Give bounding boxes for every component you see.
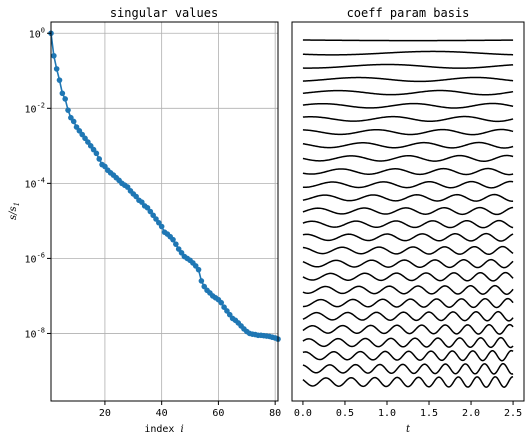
left-data-point [51,52,57,59]
left-grid [51,22,278,401]
left-ytick-label: 100 [29,26,45,40]
left-data-point [198,278,205,284]
basis-curve [302,258,514,269]
left-yticks: 100 10-2 10-4 10-6 10-8 [25,26,51,340]
basis-curve [302,102,514,109]
basis-curve [302,50,514,56]
left-data-point [173,241,179,247]
left-data-point [70,118,77,125]
left-plot-frame [50,21,279,402]
left-xticks: 20 40 60 80 [99,401,281,419]
left-series-line [50,33,279,340]
basis-curve [302,154,514,162]
left-xtick-label: 80 [269,408,281,419]
basis-curve [302,219,514,229]
basis-curve [302,206,514,216]
basis-curve [302,193,514,202]
left-ylabel: s/s1 [8,202,21,220]
left-ytick-label: 10-2 [25,101,45,115]
left-data-point [195,266,202,273]
basis-curve [302,167,514,176]
left-xtick-label: 20 [99,408,111,419]
left-chart-title: singular values [110,6,218,20]
right-chart-title: coeff param basis [347,6,470,20]
right-plot-frame [291,21,525,402]
basis-curve [302,89,514,96]
right-curves [302,39,514,388]
basis-curve [302,115,514,123]
basis-curve [302,232,514,242]
basis-curve [302,284,514,296]
basis-curve [302,76,514,83]
left-xtick-label: 40 [156,408,168,419]
basis-curve [302,271,514,282]
left-data-point [96,156,103,162]
left-data-point [53,66,60,72]
left-data-point [93,150,100,157]
right-xtick-label: 1.5 [420,408,438,419]
basis-curve [302,128,514,136]
right-xlabel: t [406,424,411,435]
basis-curve [302,39,514,42]
left-xlabel: index i [144,424,183,435]
basis-curve [302,63,514,69]
left-data-point [158,223,165,230]
left-data-point [218,299,225,306]
left-data-point [170,236,176,243]
basis-curve [302,141,514,149]
left-ytick-label: 10-8 [25,326,45,340]
basis-curve [302,362,514,375]
left-data-point [65,107,71,113]
basis-curve [302,349,514,362]
basis-curve [302,376,514,388]
right-panel: coeff param basis 0.0 0.5 1.0 1.5 2.0 2.5 t [291,6,525,435]
left-data-point [62,96,68,102]
right-xtick-label: 2.0 [462,408,480,419]
left-data-point [59,90,66,97]
right-xtick-label: 0.5 [336,408,354,419]
right-xtick-label: 2.5 [504,408,522,419]
left-panel: singular values 20 40 60 80 100 10-2 10-4 10-6… [8,6,281,435]
basis-curve [302,310,514,322]
basis-curve [302,323,514,335]
left-series [48,30,281,342]
right-xticks: 0.0 0.5 1.0 1.5 2.0 2.5 [294,401,522,419]
left-xtick-label: 60 [212,408,224,419]
basis-curve [302,180,514,189]
basis-curve [302,297,514,309]
basis-curve [302,245,514,256]
left-ytick-label: 10-4 [25,176,45,190]
right-xtick-label: 0.0 [294,408,312,419]
left-ytick-label: 10-6 [25,251,45,265]
right-xtick-label: 1.0 [378,408,396,419]
left-data-point [56,77,63,83]
basis-curve [302,336,514,349]
